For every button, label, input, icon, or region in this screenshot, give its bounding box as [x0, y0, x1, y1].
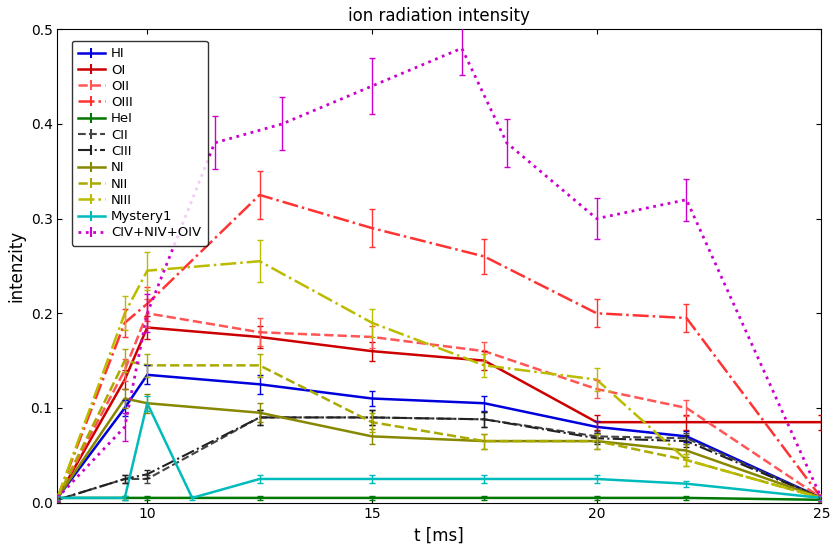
X-axis label: t [ms]: t [ms] — [414, 527, 464, 545]
Title: ion radiation intensity: ion radiation intensity — [348, 7, 530, 25]
Legend: HI, OI, OII, OIII, HeI, CII, CIII, NI, NII, NIII, Mystery1, CIV+NIV+OIV: HI, OI, OII, OIII, HeI, CII, CIII, NI, N… — [72, 41, 207, 246]
Y-axis label: intenzity: intenzity — [7, 230, 25, 302]
